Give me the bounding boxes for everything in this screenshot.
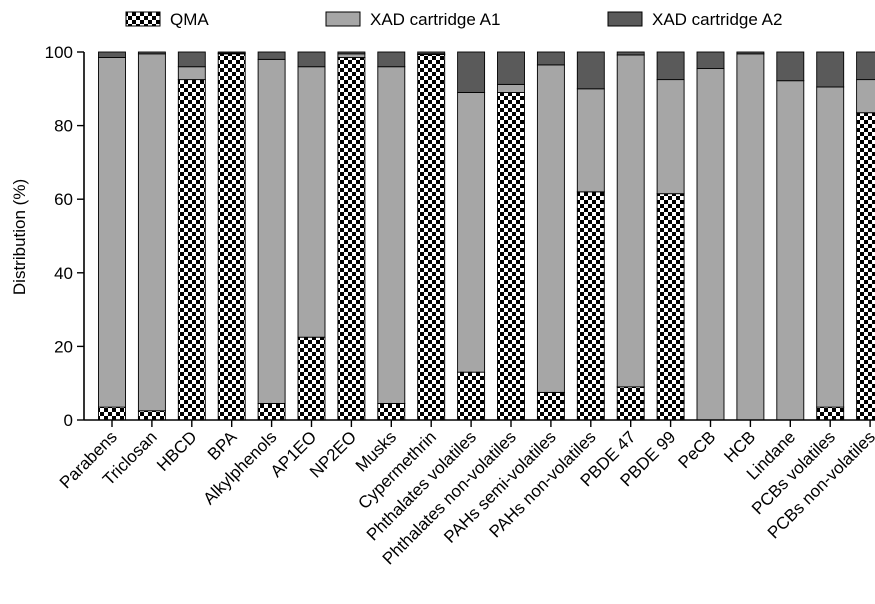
bar-segment — [856, 79, 875, 114]
bars-group — [98, 51, 875, 421]
bar-segment — [137, 410, 166, 421]
legend-swatch — [125, 11, 161, 27]
bar-segment — [856, 51, 875, 81]
bar-segment — [536, 51, 565, 66]
legend-label: XAD cartridge A1 — [370, 10, 500, 29]
bar-segment — [377, 402, 406, 421]
y-ticks-group: 0 20 40 60 80 100 — [45, 43, 84, 430]
bar-segment — [457, 51, 486, 93]
legend: QMA XAD cartridge A1 XAD cartridge A2 — [125, 10, 782, 29]
bar-segment — [98, 51, 126, 58]
bar-segment — [98, 57, 126, 408]
bar-segment — [497, 83, 525, 93]
bar-segment — [736, 53, 765, 421]
axes-group — [83, 52, 875, 421]
bar-segment — [856, 112, 875, 421]
bar-segment — [337, 57, 366, 421]
legend-swatch — [325, 11, 361, 27]
bar-segment — [177, 79, 206, 421]
bar-segment — [297, 66, 326, 338]
bar-segment — [377, 66, 406, 404]
bar-segment — [177, 51, 206, 68]
bar-segment — [776, 51, 805, 82]
legend-label: QMA — [170, 10, 209, 29]
bar-segment — [656, 79, 685, 195]
legend-label: XAD cartridge A2 — [652, 10, 782, 29]
bar-segment — [776, 80, 805, 421]
y-tick-label: 20 — [54, 337, 73, 356]
bar-segment — [616, 51, 645, 56]
x-tick-label: HBCD — [153, 427, 200, 474]
bar-segment — [656, 51, 685, 81]
bar-segment — [217, 53, 246, 421]
bar-segment — [297, 336, 326, 421]
bar-segment — [98, 406, 126, 421]
y-tick-label: 0 — [64, 411, 73, 430]
bar-segment — [497, 51, 525, 85]
bar-segment — [696, 68, 725, 421]
bar-segment — [736, 51, 765, 55]
bar-segment — [576, 88, 605, 193]
x-tick-label: PeCB — [674, 427, 719, 472]
bar-segment — [616, 386, 645, 421]
y-tick-label: 100 — [45, 43, 73, 62]
bar-segment — [457, 371, 486, 421]
bar-segment — [536, 64, 565, 393]
bar-segment — [337, 51, 366, 55]
bar-segment — [816, 406, 845, 421]
bar-segment — [616, 54, 645, 388]
bar-segment — [257, 58, 286, 404]
y-tick-label: 80 — [54, 117, 73, 136]
bar-segment — [137, 53, 166, 412]
bar-segment — [816, 51, 845, 88]
bar-segment — [137, 51, 166, 55]
bar-segment — [536, 391, 565, 421]
bar-segment — [576, 51, 605, 90]
bar-segment — [656, 193, 685, 421]
bar-segment — [417, 51, 446, 55]
bar-segment — [337, 53, 366, 58]
bar-segment — [177, 66, 206, 81]
y-axis-label: Distribution (%) — [10, 179, 29, 295]
bar-segment — [257, 402, 286, 421]
bar-segment — [217, 51, 246, 54]
bar-segment — [257, 51, 286, 60]
bar-segment — [417, 54, 446, 421]
bar-segment — [576, 191, 605, 421]
y-tick-label: 40 — [54, 264, 73, 283]
legend-swatch — [607, 11, 643, 27]
y-tick-label: 60 — [54, 190, 73, 209]
bar-segment — [816, 86, 845, 408]
bar-segment — [377, 51, 406, 68]
bar-segment — [457, 92, 486, 373]
bar-segment — [297, 51, 326, 68]
bar-segment — [696, 51, 725, 70]
bar-segment — [497, 92, 525, 421]
